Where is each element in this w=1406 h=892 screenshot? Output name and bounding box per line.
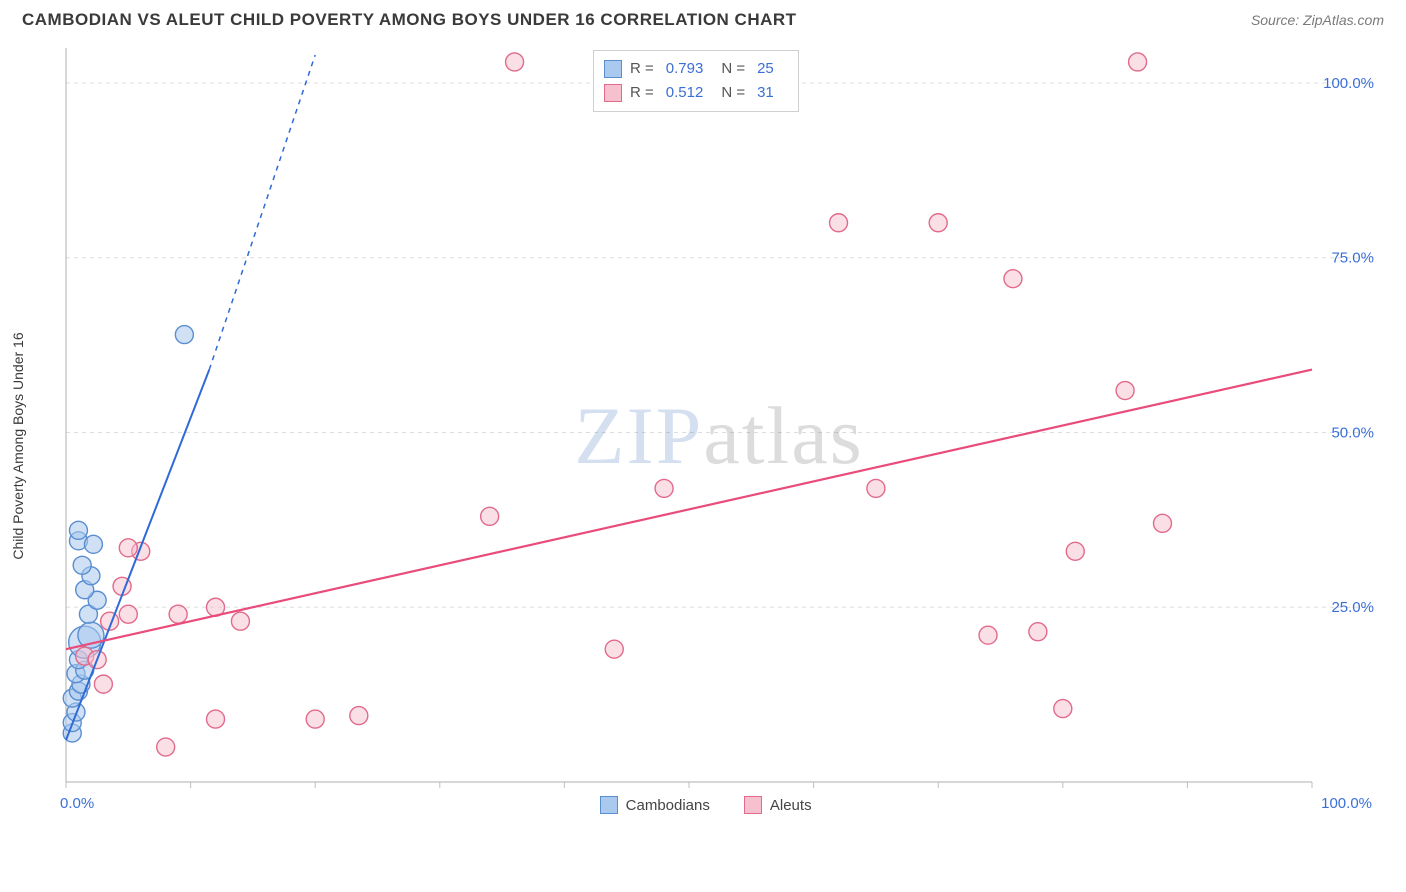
y-tick-label: 25.0%	[1331, 599, 1374, 616]
scatter-point	[1153, 514, 1171, 532]
n-value: 31	[757, 81, 774, 105]
scatter-point	[506, 53, 524, 71]
legend-swatch	[600, 796, 618, 814]
scatter-point	[1066, 542, 1084, 560]
scatter-point	[481, 507, 499, 525]
scatter-point	[119, 539, 137, 557]
source-attribution: Source: ZipAtlas.com	[1251, 12, 1384, 28]
legend-item: Aleuts	[744, 796, 812, 814]
scatter-point	[306, 710, 324, 728]
y-tick-label: 50.0%	[1331, 424, 1374, 441]
scatter-point	[867, 479, 885, 497]
legend-swatch	[744, 796, 762, 814]
r-label: R =	[630, 81, 654, 105]
plot-area: ZIPatlas 25.0%50.0%75.0%100.0%0.0%100.0%…	[56, 46, 1382, 826]
scatter-point	[350, 707, 368, 725]
legend-item: Cambodians	[600, 796, 710, 814]
scatter-point	[207, 710, 225, 728]
chart-title: CAMBODIAN VS ALEUT CHILD POVERTY AMONG B…	[22, 10, 797, 30]
scatter-point	[119, 605, 137, 623]
legend-label: Cambodians	[626, 797, 710, 814]
legend-label: Aleuts	[770, 797, 812, 814]
scatter-point	[655, 479, 673, 497]
x-tick-label: 0.0%	[60, 795, 94, 812]
series-swatch	[604, 84, 622, 102]
scatter-point	[94, 675, 112, 693]
scatter-point	[73, 556, 91, 574]
regression-line-extension	[209, 55, 315, 370]
scatter-point	[1054, 700, 1072, 718]
n-label: N =	[721, 57, 745, 81]
scatter-point	[1029, 623, 1047, 641]
n-label: N =	[721, 81, 745, 105]
scatter-point	[175, 326, 193, 344]
x-tick-label: 100.0%	[1321, 795, 1372, 812]
r-label: R =	[630, 57, 654, 81]
scatter-point	[231, 612, 249, 630]
scatter-point	[157, 738, 175, 756]
scatter-chart: 25.0% 50.0% 75.0% 100.0% 0.0% 100.0%	[56, 46, 1382, 826]
scatter-point	[979, 626, 997, 644]
r-value: 0.793	[666, 57, 704, 81]
r-value: 0.512	[666, 81, 704, 105]
n-value: 25	[757, 57, 774, 81]
y-tick-label: 75.0%	[1331, 250, 1374, 267]
series-swatch	[604, 60, 622, 78]
stats-row: R = 0.512 N = 31	[604, 81, 784, 105]
regression-line	[66, 370, 209, 740]
scatter-point	[169, 605, 187, 623]
scatter-point	[69, 521, 87, 539]
scatter-point	[1116, 382, 1134, 400]
scatter-point	[830, 214, 848, 232]
scatter-point	[605, 640, 623, 658]
scatter-point	[1129, 53, 1147, 71]
scatter-point	[929, 214, 947, 232]
scatter-point	[84, 535, 102, 553]
stats-row: R = 0.793 N = 25	[604, 57, 784, 81]
scatter-point	[1004, 270, 1022, 288]
series-legend: Cambodians Aleuts	[600, 796, 836, 814]
y-axis-label: Child Poverty Among Boys Under 16	[10, 332, 26, 559]
y-tick-label: 100.0%	[1323, 75, 1374, 92]
stats-legend-box: R = 0.793 N = 25 R = 0.512 N = 31	[593, 50, 799, 112]
